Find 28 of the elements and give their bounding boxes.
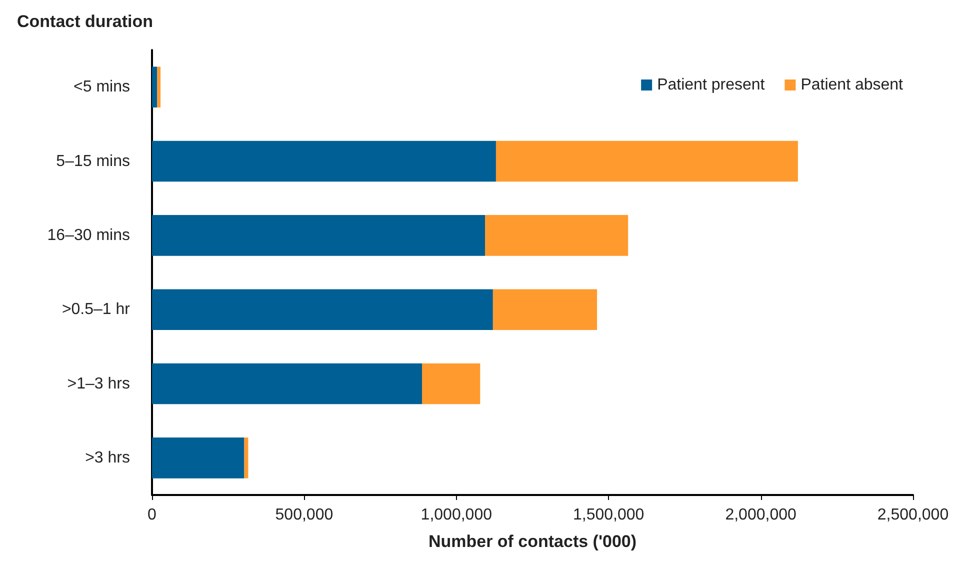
bar (152, 140, 496, 182)
x-tick-label: 1,000,000 (420, 506, 492, 524)
y-tick-label: >0.5–1 hr (62, 301, 131, 318)
y-tick-label: <5 mins (74, 78, 130, 96)
x-tick-label: 2,500,000 (877, 506, 949, 524)
x-axis-title: Number of contacts ('000) (428, 532, 637, 551)
legend-label: Patient present (657, 76, 766, 94)
bar (152, 363, 422, 404)
bar (152, 215, 486, 256)
y-tick-label: 16–30 mins (47, 226, 130, 244)
bar (492, 289, 598, 330)
y-axis-title: Contact duration (17, 12, 153, 31)
x-tick-label: 2,000,000 (725, 506, 796, 524)
bar (496, 140, 798, 182)
y-tick-label: >3 hrs (85, 449, 130, 466)
bar (422, 363, 480, 404)
x-tick-label: 1,500,000 (573, 506, 644, 524)
bar (485, 215, 628, 256)
bar (152, 289, 493, 330)
bar (152, 438, 244, 478)
y-tick-label: >1–3 hrs (67, 375, 130, 392)
bar (157, 66, 161, 108)
bar (244, 438, 248, 478)
y-tick-label: 5–15 mins (56, 152, 130, 170)
legend-label: Patient absent (800, 76, 904, 94)
bar (152, 66, 158, 108)
x-tick-label: 0 (148, 506, 157, 524)
x-tick-label: 500,000 (275, 506, 334, 524)
